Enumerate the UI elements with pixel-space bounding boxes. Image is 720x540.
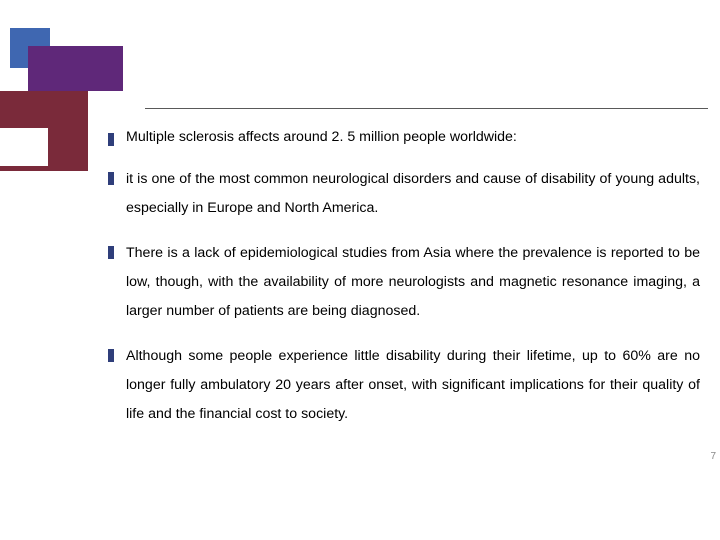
decor-block-purple — [28, 46, 123, 91]
divider-line — [145, 108, 708, 109]
bullet-text: There is a lack of epidemiological studi… — [126, 245, 700, 319]
bullet-list: Multiple sclerosis affects around 2. 5 m… — [108, 126, 700, 430]
decor-block-white-overlay — [0, 128, 48, 166]
page-number: 7 — [710, 451, 716, 462]
list-item: There is a lack of epidemiological studi… — [108, 239, 700, 326]
bullet-text: it is one of the most common neurologica… — [126, 171, 700, 216]
slide-body: Multiple sclerosis affects around 2. 5 m… — [108, 126, 700, 446]
bullet-text: Although some people experience little d… — [126, 348, 700, 422]
bullet-text: Multiple sclerosis affects around 2. 5 m… — [126, 129, 517, 145]
list-item: it is one of the most common neurologica… — [108, 165, 700, 223]
list-item: Multiple sclerosis affects around 2. 5 m… — [108, 126, 700, 149]
list-item: Although some people experience little d… — [108, 342, 700, 429]
